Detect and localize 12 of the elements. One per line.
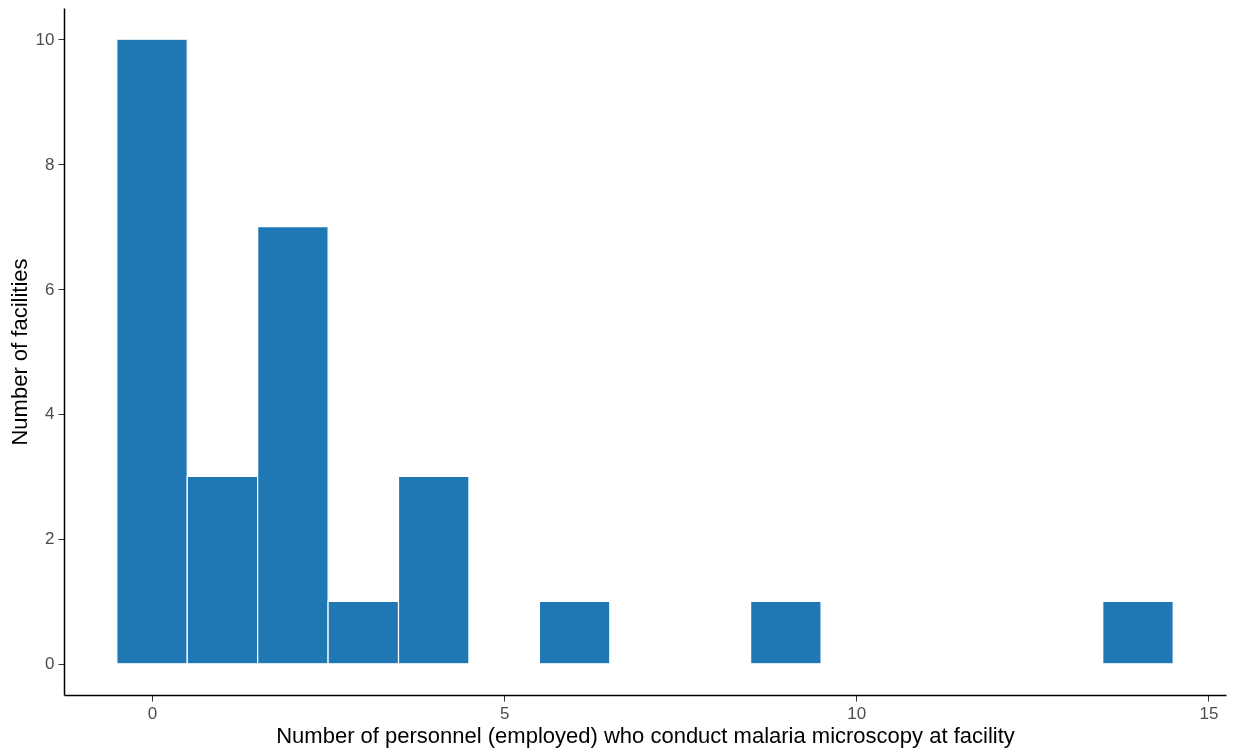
x-tick-label: 0	[147, 703, 158, 723]
y-tick-label: 2	[45, 529, 55, 549]
x-tick-label: 10	[847, 703, 867, 723]
y-tick-label: 6	[45, 279, 55, 299]
y-tick-label: 0	[45, 654, 55, 674]
y-tick-label: 8	[45, 154, 55, 174]
x-tick-label: 5	[499, 703, 510, 723]
y-axis-title: Number of facilities	[6, 258, 32, 446]
x-tick-label: 15	[1199, 703, 1219, 723]
x-axis-title: Number of personnel (employed) who conduct malaria microscopy at facility	[276, 722, 1015, 748]
y-tick-label: 4	[45, 404, 55, 424]
y-tick-label: 10	[35, 29, 55, 49]
